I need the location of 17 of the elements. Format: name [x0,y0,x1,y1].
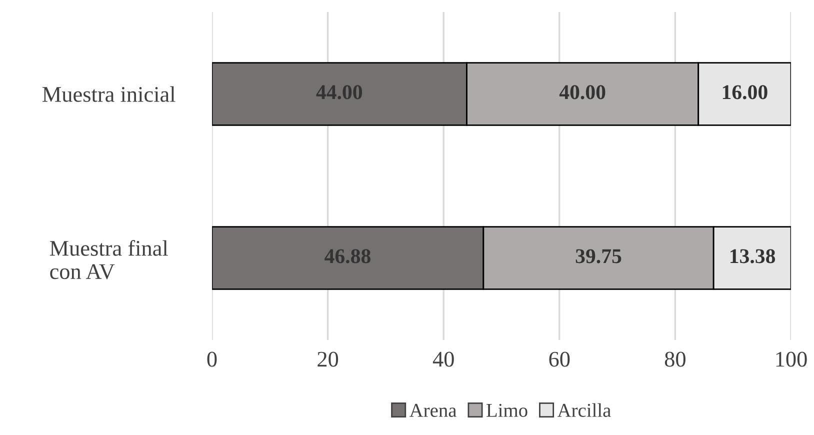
y-tick-label: Muestra final con AV [50,240,168,280]
text: 46.88 [324,249,370,264]
text: 13.38 [730,249,776,264]
x-tick-label: 0 [207,352,217,367]
legend-label: Arena [409,404,457,417]
x-tick-label: 80 [664,352,686,367]
legend-label: Arcilla [557,403,611,417]
y-tick-label: Muestra inicial [42,86,176,102]
x-tick-label: 60 [549,352,570,367]
text: 40.00 [559,85,606,100]
text: 39.75 [576,249,622,264]
x-tick-label: 20 [318,352,338,367]
x-tick-label: 100 [776,352,807,367]
x-tick-label: 40 [432,352,454,367]
text: 44.00 [316,85,362,100]
text: 16.00 [722,85,768,100]
legend-label: Limo [486,404,528,417]
